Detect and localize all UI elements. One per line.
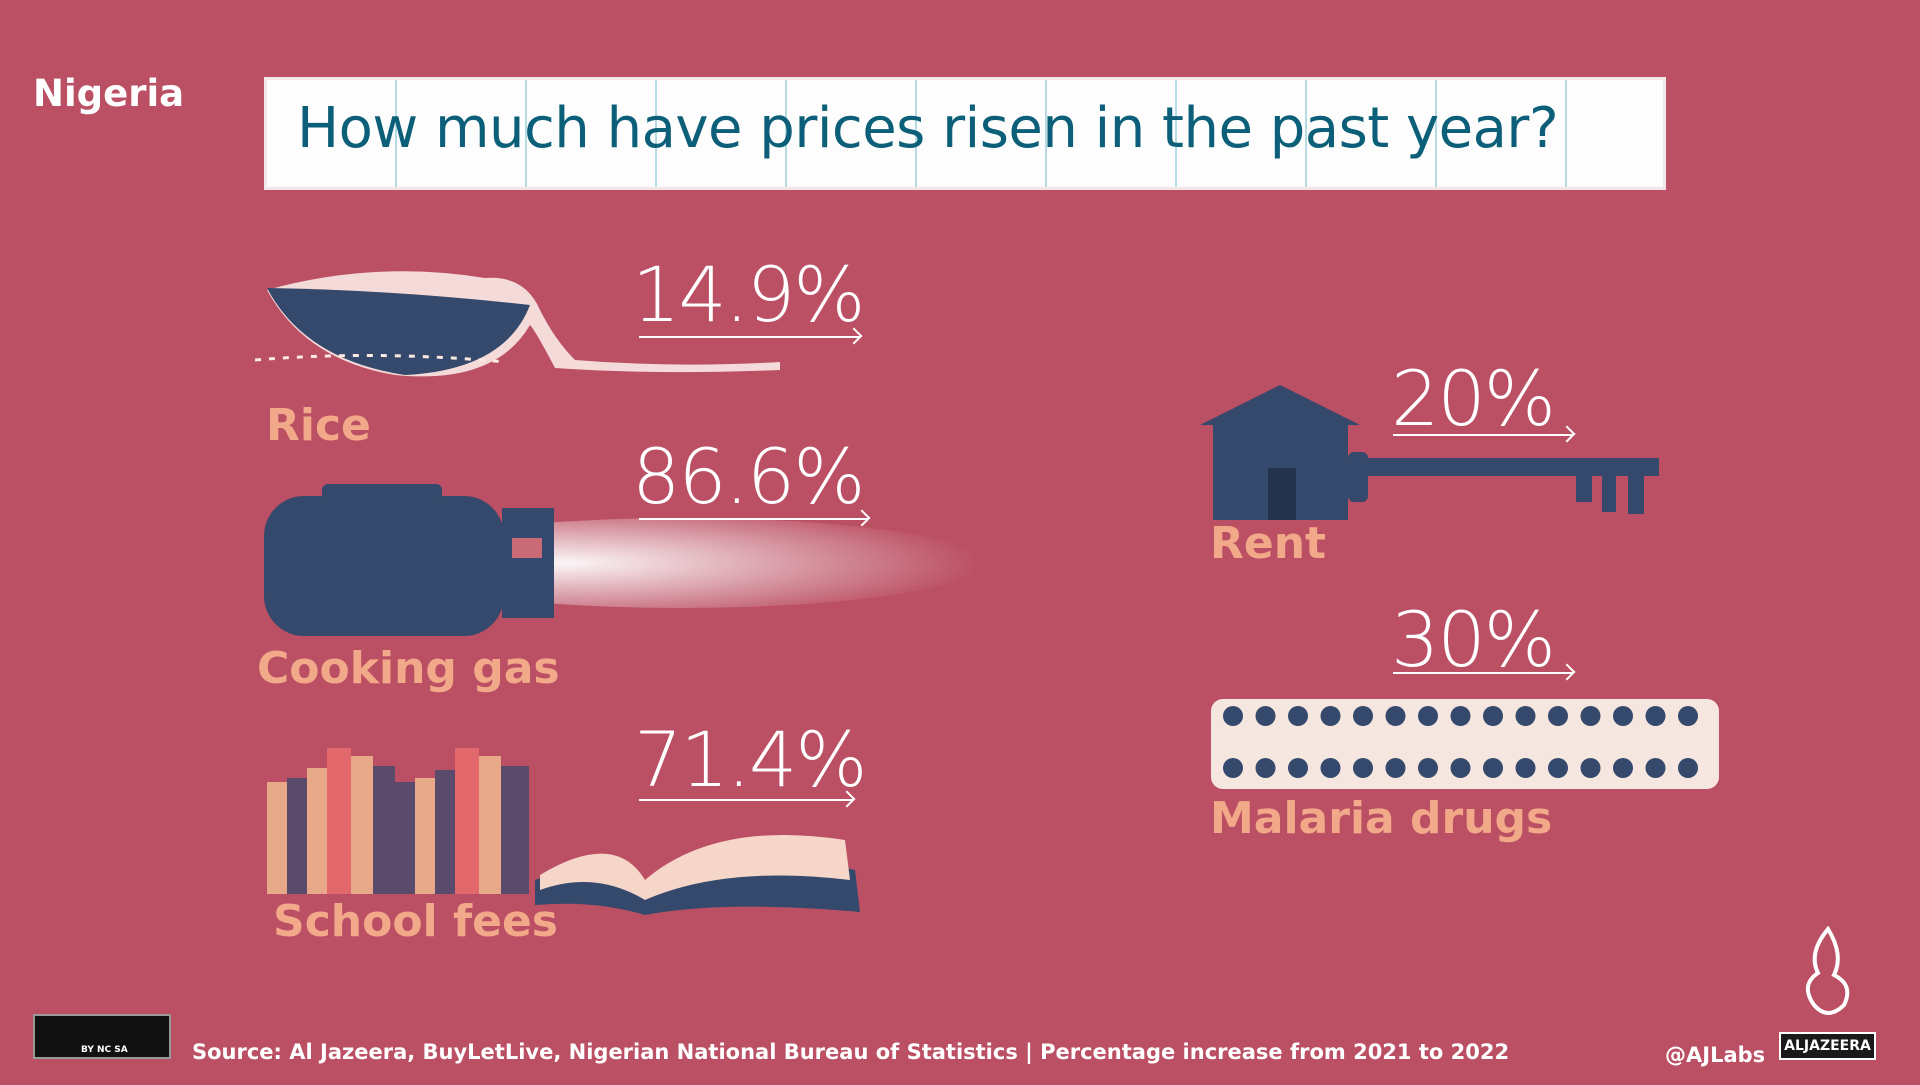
source-note: Source: Al Jazeera, BuyLetLive, Nigerian… <box>192 1040 1510 1064</box>
ajlabs-handle: @AJLabs <box>1665 1043 1766 1067</box>
pill-icon <box>1678 706 1698 726</box>
pill-icon <box>1223 706 1243 726</box>
pill-icon <box>1548 706 1568 726</box>
rent-percent: 20% <box>1391 354 1556 443</box>
country-label: Nigeria <box>33 72 185 115</box>
pill-icon <box>1548 758 1568 778</box>
pill-icon <box>1418 706 1438 726</box>
malaria-drugs-percent: 30% <box>1391 595 1556 684</box>
gas-cylinder-icon <box>264 484 982 636</box>
pill-icon <box>1353 706 1373 726</box>
pill-icon <box>1678 758 1698 778</box>
pill-icon <box>1223 758 1243 778</box>
pill-pack-icon <box>1211 699 1719 789</box>
pill-icon <box>1483 758 1503 778</box>
pill-icon <box>1320 758 1341 778</box>
rice-arrow-icon <box>639 336 860 338</box>
rice-label: Rice <box>266 400 371 451</box>
creative-commons-badge: BY NC SA <box>33 1014 171 1059</box>
pill-icon <box>1353 758 1373 778</box>
pill-icon <box>1288 706 1308 726</box>
pill-icon <box>1450 758 1471 778</box>
pill-icon <box>1385 758 1406 778</box>
rent-arrow-icon <box>1393 434 1573 436</box>
pill-icon <box>1645 758 1666 778</box>
pill-icon <box>1418 758 1438 778</box>
school-fees-arrow-icon <box>639 799 853 801</box>
rice-bowl-icon <box>255 271 780 377</box>
pill-icon <box>1613 758 1633 778</box>
house-key-icon <box>1200 385 1659 520</box>
school-fees-label: School fees <box>273 896 558 947</box>
license-text: BY NC SA <box>81 1045 128 1055</box>
pill-icon <box>1613 706 1633 726</box>
cooking-gas-label: Cooking gas <box>257 643 560 694</box>
pill-icon <box>1580 758 1601 778</box>
page-title: How much have prices risen in the past y… <box>297 96 1559 161</box>
pill-icon <box>1580 706 1601 726</box>
books-icon <box>267 748 860 915</box>
aljazeera-logo: ALJAZEERA <box>1779 1032 1876 1060</box>
rice-percent: 14.9% <box>632 250 865 339</box>
pill-icon <box>1255 758 1276 778</box>
cooking-gas-arrow-icon <box>639 518 868 520</box>
malaria-drugs-label: Malaria drugs <box>1210 793 1553 844</box>
rent-label: Rent <box>1210 518 1327 569</box>
malaria-drugs-arrow-icon <box>1393 672 1573 674</box>
pill-icon <box>1645 706 1666 726</box>
aljazeera-calligraphy-icon <box>1806 925 1850 1015</box>
pill-icon <box>1450 706 1471 726</box>
school-fees-percent: 71.4% <box>634 715 867 804</box>
title-box <box>267 80 1663 187</box>
pill-icon <box>1320 706 1341 726</box>
pill-icon <box>1515 758 1536 778</box>
pill-icon <box>1385 706 1406 726</box>
cooking-gas-percent: 86.6% <box>632 432 865 521</box>
pill-icon <box>1255 706 1276 726</box>
pill-icon <box>1288 758 1308 778</box>
pill-icon <box>1515 706 1536 726</box>
pill-icon <box>1483 706 1503 726</box>
